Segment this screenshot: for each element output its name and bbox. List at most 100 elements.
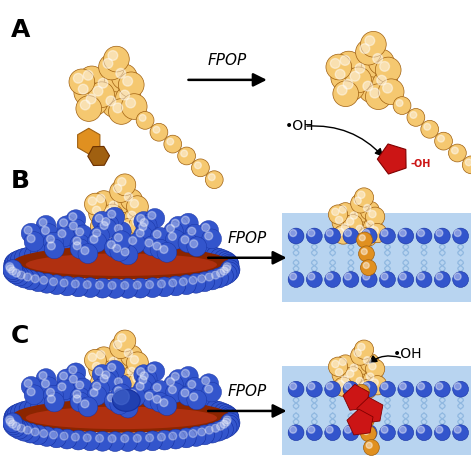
Circle shape <box>179 278 187 285</box>
Circle shape <box>182 370 190 377</box>
Circle shape <box>137 368 145 376</box>
Circle shape <box>325 228 340 244</box>
Circle shape <box>371 227 378 234</box>
Circle shape <box>361 382 369 390</box>
Circle shape <box>129 237 137 245</box>
Circle shape <box>89 82 114 107</box>
Circle shape <box>356 232 373 248</box>
Circle shape <box>46 235 55 243</box>
Circle shape <box>120 189 143 211</box>
Circle shape <box>217 417 237 437</box>
Circle shape <box>326 383 333 390</box>
Circle shape <box>69 222 77 230</box>
Circle shape <box>40 276 48 284</box>
Circle shape <box>47 242 55 250</box>
Circle shape <box>112 212 134 234</box>
Circle shape <box>345 229 351 237</box>
Circle shape <box>453 425 468 441</box>
Circle shape <box>114 174 136 196</box>
Circle shape <box>93 382 100 390</box>
Circle shape <box>106 353 128 375</box>
Circle shape <box>129 390 137 398</box>
Circle shape <box>332 213 351 232</box>
Circle shape <box>90 236 98 243</box>
Circle shape <box>142 389 162 409</box>
Circle shape <box>166 429 186 449</box>
Circle shape <box>99 215 118 235</box>
Circle shape <box>153 395 161 403</box>
Circle shape <box>345 273 351 280</box>
FancyBboxPatch shape <box>282 367 474 456</box>
Circle shape <box>214 266 233 286</box>
Circle shape <box>345 426 351 433</box>
Circle shape <box>108 392 126 410</box>
Circle shape <box>4 408 22 425</box>
Circle shape <box>424 124 430 130</box>
Circle shape <box>118 72 144 98</box>
Circle shape <box>290 273 297 280</box>
Circle shape <box>369 210 376 218</box>
Circle shape <box>181 236 189 244</box>
Circle shape <box>325 272 340 287</box>
Circle shape <box>121 282 128 289</box>
Circle shape <box>339 75 365 101</box>
Circle shape <box>448 144 466 162</box>
Circle shape <box>4 409 21 427</box>
Circle shape <box>66 210 86 229</box>
Circle shape <box>93 190 115 212</box>
Circle shape <box>150 380 170 400</box>
Circle shape <box>27 235 35 243</box>
Circle shape <box>219 415 239 435</box>
Ellipse shape <box>26 407 217 429</box>
Circle shape <box>36 216 56 235</box>
Circle shape <box>109 180 132 202</box>
Circle shape <box>136 112 154 129</box>
Circle shape <box>109 201 118 209</box>
Circle shape <box>121 435 128 443</box>
Circle shape <box>356 398 373 414</box>
Circle shape <box>194 162 201 169</box>
Circle shape <box>166 225 174 232</box>
Circle shape <box>346 67 372 93</box>
Circle shape <box>219 262 239 282</box>
Circle shape <box>202 377 210 385</box>
Circle shape <box>21 377 41 396</box>
Circle shape <box>24 226 32 234</box>
Circle shape <box>31 275 39 283</box>
Circle shape <box>60 279 68 287</box>
Circle shape <box>111 231 131 250</box>
Circle shape <box>343 79 353 89</box>
Circle shape <box>66 363 86 383</box>
Circle shape <box>31 245 48 263</box>
Circle shape <box>308 229 315 237</box>
Circle shape <box>359 235 365 241</box>
Circle shape <box>288 228 304 244</box>
Circle shape <box>122 222 130 230</box>
Circle shape <box>94 376 102 384</box>
Circle shape <box>21 423 40 443</box>
Circle shape <box>328 205 348 224</box>
Circle shape <box>308 383 315 390</box>
Circle shape <box>24 426 32 434</box>
Circle shape <box>99 215 108 223</box>
Circle shape <box>221 409 239 427</box>
Circle shape <box>396 100 403 106</box>
Circle shape <box>178 386 198 406</box>
Circle shape <box>332 365 351 384</box>
Circle shape <box>122 378 130 387</box>
Circle shape <box>118 245 138 265</box>
Circle shape <box>343 425 359 441</box>
Circle shape <box>358 246 374 262</box>
Circle shape <box>100 375 108 383</box>
Circle shape <box>219 253 237 271</box>
Circle shape <box>47 395 55 403</box>
Circle shape <box>337 85 347 95</box>
Circle shape <box>97 372 117 391</box>
Circle shape <box>361 381 377 397</box>
Circle shape <box>150 239 170 259</box>
Circle shape <box>93 86 103 96</box>
Circle shape <box>4 254 22 272</box>
Text: B: B <box>11 169 30 193</box>
Circle shape <box>137 239 155 257</box>
Circle shape <box>166 378 174 386</box>
